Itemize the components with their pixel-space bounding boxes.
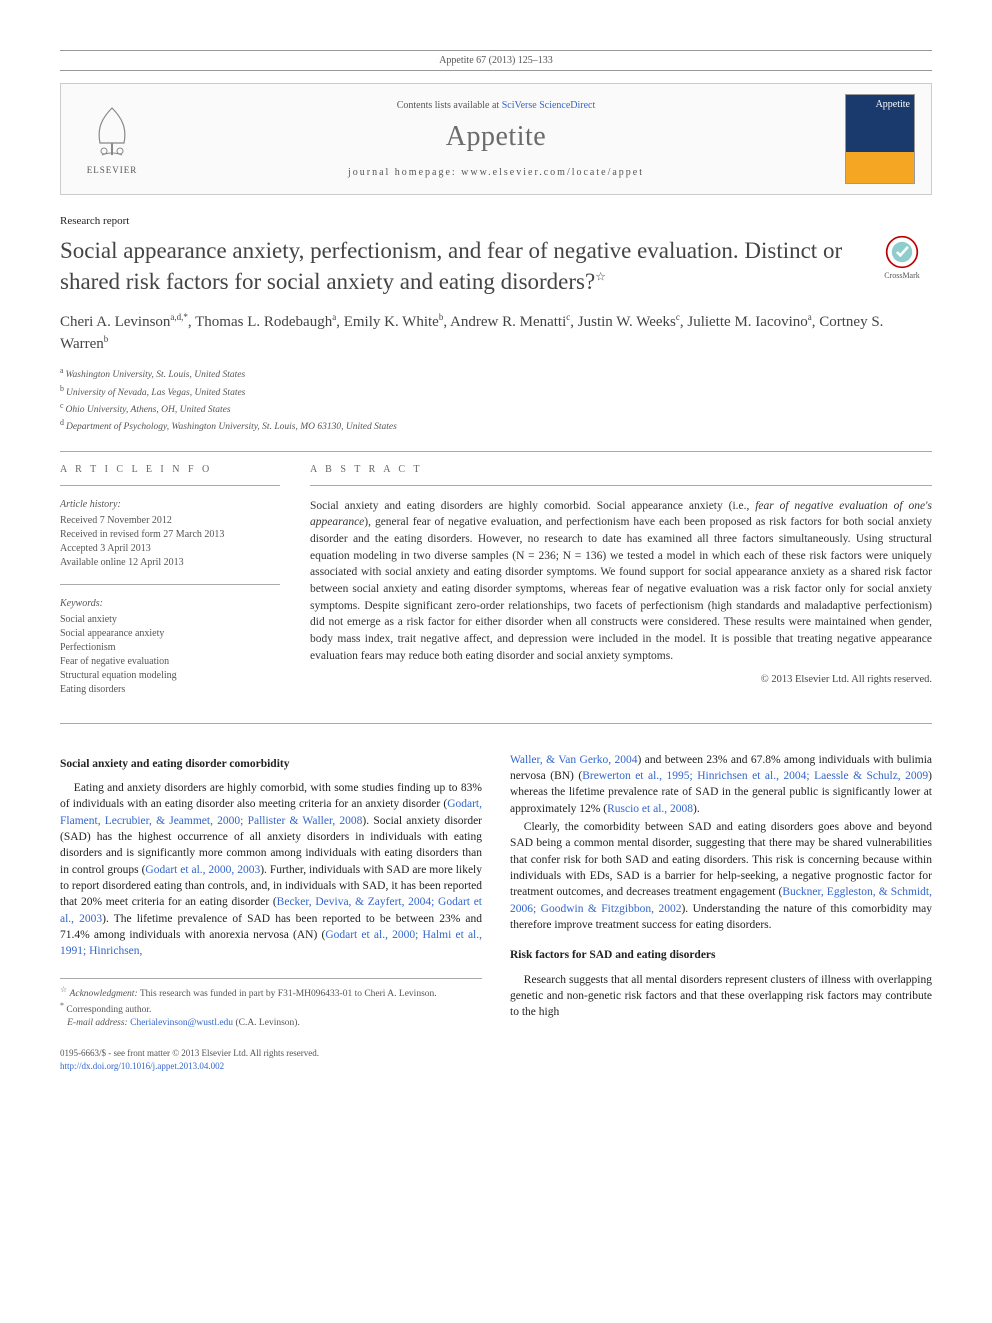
- divider: [310, 485, 932, 486]
- masthead-center: Contents lists available at SciVerse Sci…: [167, 100, 825, 178]
- email-link[interactable]: Cherialevinson@wustl.edu: [128, 1018, 233, 1028]
- keyword: Eating disorders: [60, 683, 280, 697]
- email-footnote: E-mail address: Cherialevinson@wustl.edu…: [60, 1017, 482, 1030]
- history-item: Accepted 3 April 2013: [60, 542, 280, 556]
- citation-link[interactable]: Waller, & Van Gerko, 2004: [510, 754, 638, 766]
- crossmark-label: CrossMark: [872, 271, 932, 280]
- abstract-heading: A B S T R A C T: [310, 464, 932, 475]
- publisher-logo-text: ELSEVIER: [87, 165, 138, 175]
- keywords-label: Keywords:: [60, 597, 280, 611]
- divider: [60, 451, 932, 452]
- author-list: Cheri A. Levinsona,d,*, Thomas L. Rodeba…: [60, 311, 932, 355]
- journal-masthead: ELSEVIER Contents lists available at Sci…: [60, 83, 932, 195]
- affiliation: aWashington University, St. Louis, Unite…: [60, 365, 932, 382]
- author: Justin W. Weeksc: [578, 314, 680, 330]
- author: Cheri A. Levinsona,d,*: [60, 314, 188, 330]
- crossmark-icon: [885, 235, 919, 269]
- article-history: Article history: Received 7 November 201…: [60, 498, 280, 570]
- citation-link[interactable]: Godart et al., 2000, 2003: [145, 864, 260, 876]
- author: Thomas L. Rodebaugha: [195, 314, 336, 330]
- journal-homepage[interactable]: journal homepage: www.elsevier.com/locat…: [167, 167, 825, 178]
- elsevier-tree-icon: [82, 103, 142, 163]
- history-label: Article history:: [60, 498, 280, 512]
- title-footnote-marker: ☆: [595, 269, 606, 283]
- keyword: Fear of negative evaluation: [60, 655, 280, 669]
- abstract-copyright: © 2013 Elsevier Ltd. All rights reserved…: [310, 674, 932, 685]
- citation-text: Appetite 67 (2013) 125–133: [439, 55, 553, 66]
- author: Andrew R. Menattic: [450, 314, 570, 330]
- divider: [60, 723, 932, 724]
- cover-title: Appetite: [876, 99, 910, 110]
- history-item: Available online 12 April 2013: [60, 556, 280, 570]
- corresponding-author-footnote: * Corresponding author.: [60, 1001, 482, 1017]
- keywords-block: Keywords: Social anxiety Social appearan…: [60, 597, 280, 697]
- keyword: Perfectionism: [60, 641, 280, 655]
- affiliation: bUniversity of Nevada, Las Vegas, United…: [60, 383, 932, 400]
- body-columns: Social anxiety and eating disorder comor…: [60, 752, 932, 1030]
- paragraph: Waller, & Van Gerko, 2004) and between 2…: [510, 752, 932, 817]
- crossmark-badge[interactable]: CrossMark: [872, 235, 932, 280]
- journal-cover-thumbnail[interactable]: Appetite: [845, 94, 915, 184]
- publisher-logo[interactable]: ELSEVIER: [77, 99, 147, 179]
- abstract-text: Social anxiety and eating disorders are …: [310, 498, 932, 665]
- keyword: Structural equation modeling: [60, 669, 280, 683]
- divider: [60, 485, 280, 486]
- article-info-heading: A R T I C L E I N F O: [60, 464, 280, 475]
- footnotes: ☆ Acknowledgment: This research was fund…: [60, 978, 482, 1030]
- history-item: Received 7 November 2012: [60, 514, 280, 528]
- article-title: Social appearance anxiety, perfectionism…: [60, 235, 858, 297]
- running-header: Appetite 67 (2013) 125–133: [60, 50, 932, 71]
- article-info-column: A R T I C L E I N F O Article history: R…: [60, 464, 280, 711]
- contents-line: Contents lists available at SciVerse Sci…: [167, 100, 825, 111]
- author: Emily K. Whiteb: [344, 314, 444, 330]
- section-heading: Risk factors for SAD and eating disorder…: [510, 947, 932, 963]
- acknowledgment-footnote: ☆ Acknowledgment: This research was fund…: [60, 985, 482, 1001]
- author: Juliette M. Iacovinoa: [687, 314, 811, 330]
- journal-name: Appetite: [167, 121, 825, 153]
- keyword: Social appearance anxiety: [60, 627, 280, 641]
- paragraph: Eating and anxiety disorders are highly …: [60, 780, 482, 960]
- section-heading: Social anxiety and eating disorder comor…: [60, 756, 482, 772]
- keyword: Social anxiety: [60, 613, 280, 627]
- doi-link[interactable]: http://dx.doi.org/10.1016/j.appet.2013.0…: [60, 1061, 224, 1071]
- front-matter-line: 0195-6663/$ - see front matter © 2013 El…: [60, 1047, 932, 1060]
- article-type: Research report: [60, 215, 932, 227]
- affiliation-list: aWashington University, St. Louis, Unite…: [60, 365, 932, 435]
- citation-link[interactable]: Brewerton et al., 1995; Hinrichsen et al…: [582, 770, 928, 782]
- page-footer: 0195-6663/$ - see front matter © 2013 El…: [60, 1047, 932, 1072]
- info-abstract-row: A R T I C L E I N F O Article history: R…: [60, 464, 932, 711]
- sciencedirect-link[interactable]: SciVerse ScienceDirect: [502, 100, 596, 111]
- paragraph: Clearly, the comorbidity between SAD and…: [510, 819, 932, 933]
- affiliation: cOhio University, Athens, OH, United Sta…: [60, 400, 932, 417]
- divider: [60, 584, 280, 585]
- citation-link[interactable]: Ruscio et al., 2008: [607, 803, 693, 815]
- affiliation: dDepartment of Psychology, Washington Un…: [60, 417, 932, 434]
- paragraph: Research suggests that all mental disord…: [510, 972, 932, 1021]
- abstract-column: A B S T R A C T Social anxiety and eatin…: [310, 464, 932, 711]
- history-item: Received in revised form 27 March 2013: [60, 528, 280, 542]
